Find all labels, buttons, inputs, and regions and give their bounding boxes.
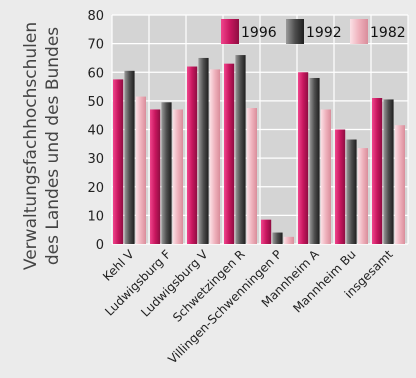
bar-1992-0 <box>124 70 135 244</box>
bar-1996-2 <box>187 66 198 245</box>
bar-1992-3 <box>235 55 246 245</box>
x-tick-label: Ludwigsburg F <box>102 247 173 318</box>
bar-1982-3 <box>246 108 257 244</box>
y-tick-label: 10 <box>87 209 104 224</box>
legend-swatch-1992 <box>286 19 304 44</box>
y-tick-label: 20 <box>87 181 104 196</box>
legend-swatch-1982 <box>350 19 368 44</box>
y-axis-label-line-1: Verwaltungsfachhochschulen <box>21 22 41 270</box>
x-tick-label: Ludwigsburg V <box>138 247 211 320</box>
bars <box>113 55 405 245</box>
bar-1992-5 <box>309 77 320 244</box>
y-axis-ticks: 0 10 20 30 40 50 60 70 80 <box>87 9 104 253</box>
bar-1996-1 <box>150 109 161 245</box>
y-tick-label: 60 <box>87 66 104 81</box>
y-tick-label: 50 <box>87 95 104 110</box>
y-tick-label: 70 <box>87 38 104 53</box>
bar-1992-2 <box>198 57 209 244</box>
bar-1992-1 <box>161 102 172 245</box>
bar-1996-5 <box>298 72 309 244</box>
legend: 1996 1992 1982 <box>221 19 406 44</box>
bar-1982-2 <box>209 69 220 244</box>
y-axis-label: Verwaltungsfachhochschulen des Landes un… <box>21 22 63 270</box>
bar-1992-4 <box>272 232 283 244</box>
legend-swatch-1996 <box>221 19 239 44</box>
bar-1982-5 <box>320 109 331 245</box>
bar-1982-1 <box>172 109 183 245</box>
bar-1996-7 <box>372 98 383 244</box>
bar-1996-6 <box>335 129 346 244</box>
y-tick-label: 30 <box>87 152 104 167</box>
bar-1992-6 <box>346 139 357 244</box>
bar-1982-4 <box>283 236 294 244</box>
legend-label-1982: 1982 <box>370 25 406 41</box>
y-tick-label: 40 <box>87 124 104 139</box>
y-tick-label: 80 <box>87 9 104 24</box>
gridlines <box>111 14 409 245</box>
bar-1992-7 <box>383 99 394 244</box>
bar-1996-4 <box>261 219 272 244</box>
legend-label-1996: 1996 <box>241 25 277 41</box>
bar-1982-0 <box>135 96 146 244</box>
bar-1996-0 <box>113 79 124 244</box>
legend-label-1992: 1992 <box>306 25 342 41</box>
y-axis-label-line-2: des Landes und des Bundes <box>43 27 63 265</box>
bar-1996-3 <box>224 63 235 244</box>
y-tick-label: 0 <box>96 238 104 253</box>
bar-1982-6 <box>357 148 368 244</box>
bar-1982-7 <box>394 125 405 244</box>
